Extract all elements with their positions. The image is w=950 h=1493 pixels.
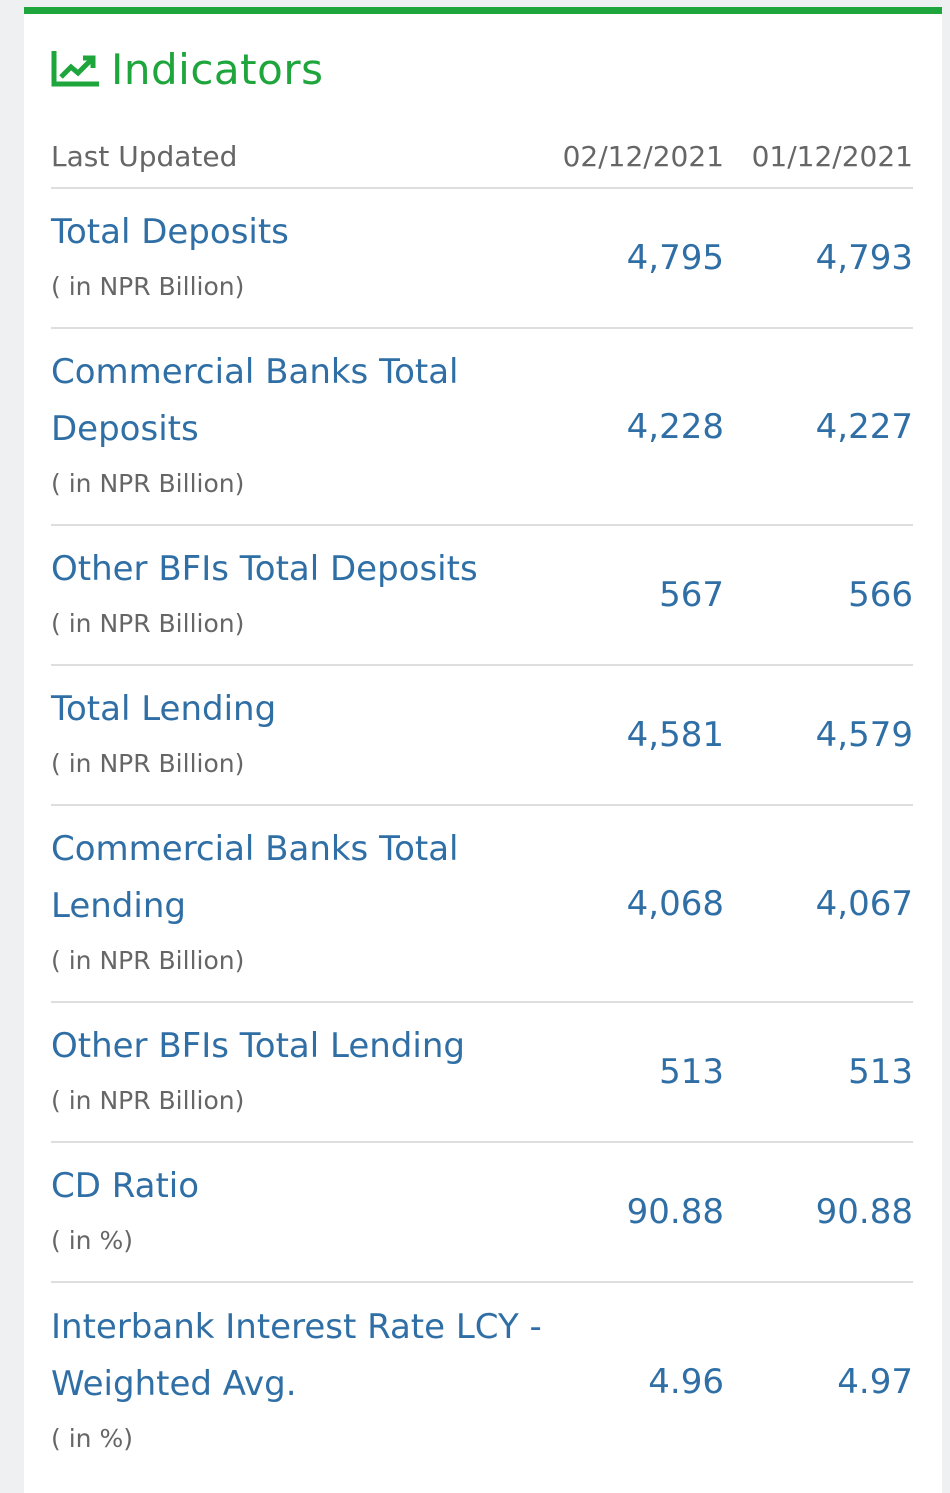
last-updated-label: Last Updated [51,140,238,173]
date-column-1: 02/12/2021 [562,140,724,173]
indicator-unit: ( in %) [51,1423,133,1453]
indicator-label: Total Deposits [51,211,289,252]
table-row: Interbank Interest Rate LCY - Weighted A… [51,1283,913,1480]
indicator-unit: ( in NPR Billion) [51,748,245,778]
indicator-value-2: 566 [848,575,913,615]
indicator-value-2: 4,067 [815,883,913,924]
indicator-value-2: 90.88 [815,1192,913,1232]
indicators-panel: Indicators Last Updated 02/12/2021 01/12… [24,7,942,1493]
indicator-value-1: 513 [659,1052,724,1092]
indicator-unit: ( in NPR Billion) [51,1085,245,1115]
indicator-label: CD Ratio [51,1165,200,1206]
indicator-label: Commercial Banks Total [51,828,459,869]
table-row: Total Lending ( in NPR Billion) 4,581 4,… [51,666,913,806]
indicators-table: Last Updated 02/12/2021 01/12/2021 Total… [51,126,913,1480]
indicator-label: Commercial Banks Total [51,351,459,392]
table-row: Total Deposits ( in NPR Billion) 4,795 4… [51,189,913,329]
indicator-label-continued: Deposits [51,408,199,449]
indicator-value-1: 4,068 [626,883,724,924]
panel-heading: Indicators [51,44,323,94]
indicator-unit: ( in NPR Billion) [51,608,245,638]
indicator-value-1: 4,795 [626,238,724,278]
table-row: Other BFIs Total Deposits ( in NPR Billi… [51,526,913,666]
indicator-unit: ( in NPR Billion) [51,945,245,975]
table-row: Commercial Banks Total Lending ( in NPR … [51,806,913,1003]
indicator-value-1: 4.96 [648,1361,724,1402]
date-column-2: 01/12/2021 [751,140,913,173]
table-row: CD Ratio ( in %) 90.88 90.88 [51,1143,913,1283]
table-row: Commercial Banks Total Deposits ( in NPR… [51,329,913,526]
indicator-label-continued: Lending [51,885,186,926]
indicator-value-2: 4.97 [837,1361,913,1402]
indicator-unit: ( in NPR Billion) [51,271,245,301]
indicator-value-2: 4,793 [815,238,913,278]
indicator-value-2: 4,227 [815,406,913,447]
indicator-label: Interbank Interest Rate LCY - [51,1306,542,1347]
indicator-value-1: 90.88 [626,1192,724,1232]
line-chart-icon [51,51,99,87]
indicator-value-2: 4,579 [815,715,913,755]
indicator-label-continued: Weighted Avg. [51,1363,297,1404]
indicator-value-2: 513 [848,1052,913,1092]
indicator-value-1: 4,228 [626,406,724,447]
indicator-label: Total Lending [51,688,277,729]
indicator-label: Other BFIs Total Lending [51,1025,465,1066]
indicator-unit: ( in NPR Billion) [51,468,245,498]
table-header: Last Updated 02/12/2021 01/12/2021 [51,126,913,189]
table-row: Other BFIs Total Lending ( in NPR Billio… [51,1003,913,1143]
indicator-label: Other BFIs Total Deposits [51,548,478,589]
panel-title: Indicators [111,44,324,94]
indicator-unit: ( in %) [51,1225,133,1255]
indicator-value-1: 567 [659,575,724,615]
indicator-value-1: 4,581 [626,715,724,755]
